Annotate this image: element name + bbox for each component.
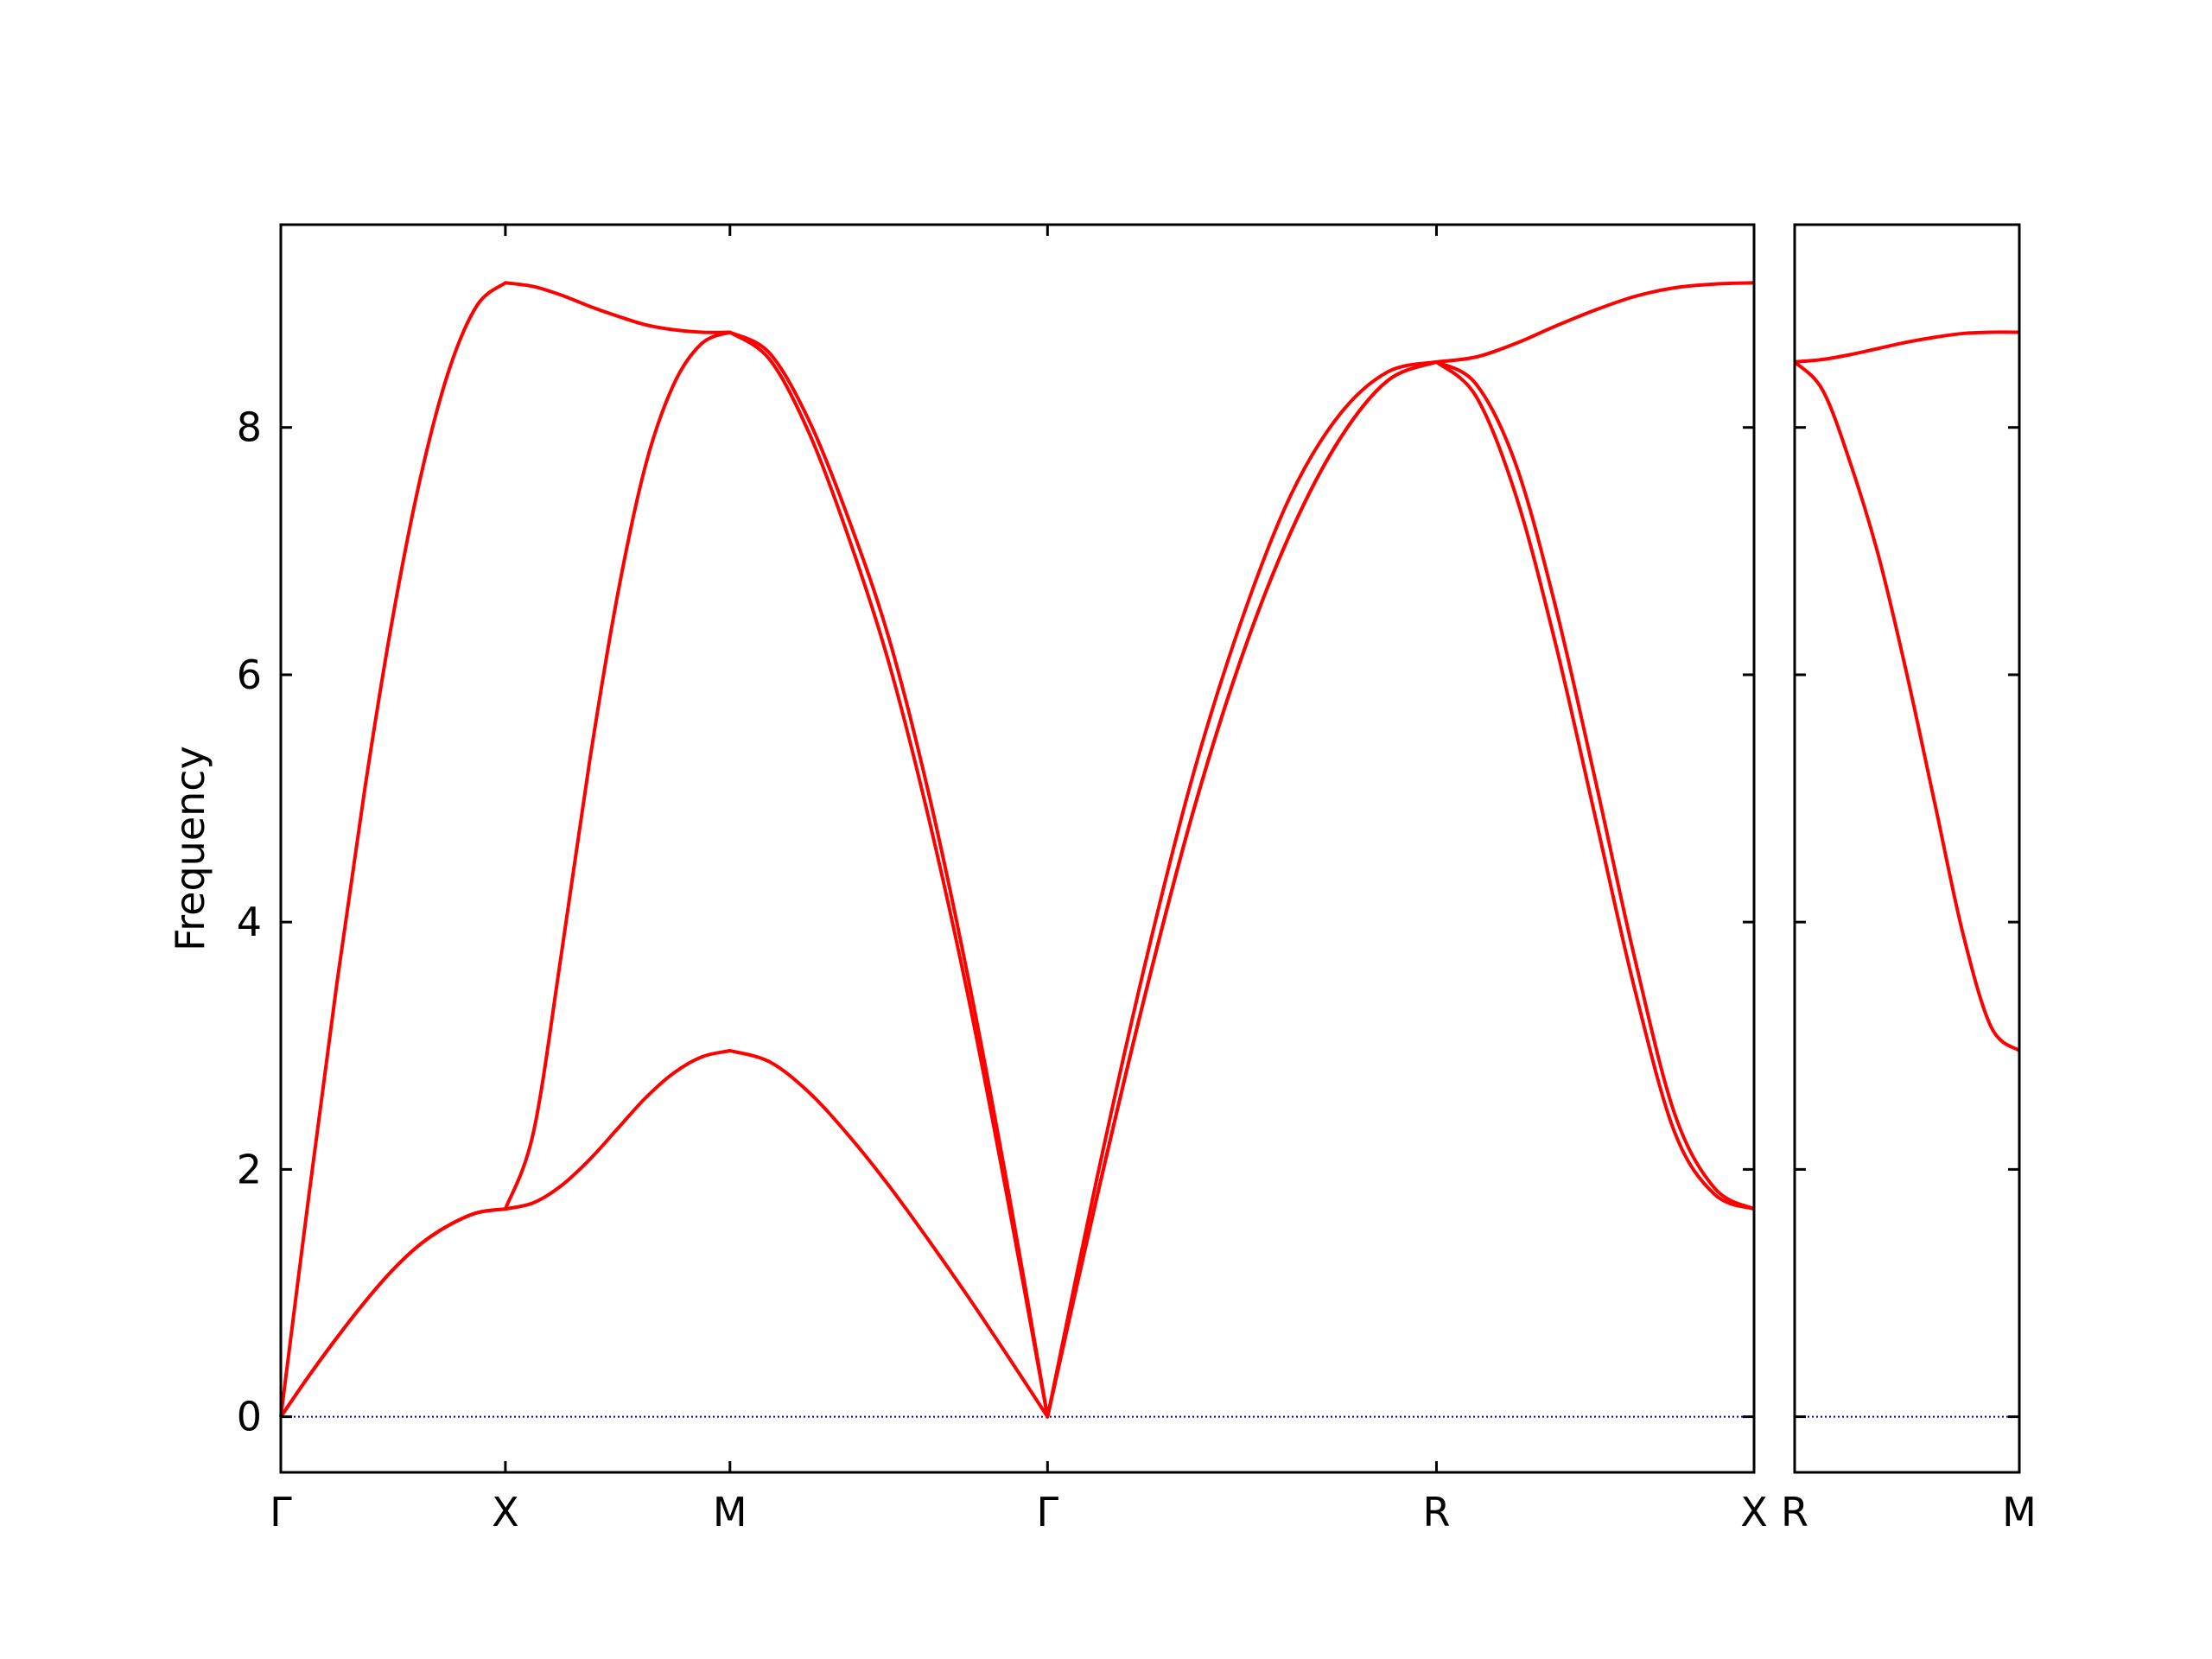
x-tick-label: X — [1740, 1489, 1768, 1535]
y-tick-label: 6 — [237, 652, 262, 698]
band-line — [279, 330, 1755, 1419]
y-tick-label: 2 — [237, 1146, 262, 1192]
x-tick-label: X — [492, 1489, 519, 1535]
x-tick-label: R — [1422, 1489, 1450, 1535]
plot-frame — [279, 223, 1756, 1474]
x-tick-label: M — [2002, 1489, 2037, 1535]
y-axis-label: Frequency — [167, 746, 213, 951]
band-line — [1793, 360, 2021, 1052]
x-tick-label: M — [713, 1489, 747, 1535]
band-line — [279, 281, 1755, 1419]
band-line — [1794, 330, 2020, 364]
x-tick-label: Γ — [270, 1489, 292, 1535]
y-tick-label: 4 — [237, 899, 262, 945]
plot-frame — [1793, 223, 2021, 1474]
y-tick-label: 8 — [237, 404, 262, 451]
y-tick-label: 0 — [237, 1394, 262, 1440]
x-tick-label: R — [1781, 1489, 1808, 1535]
x-tick-label: Γ — [1037, 1489, 1059, 1535]
